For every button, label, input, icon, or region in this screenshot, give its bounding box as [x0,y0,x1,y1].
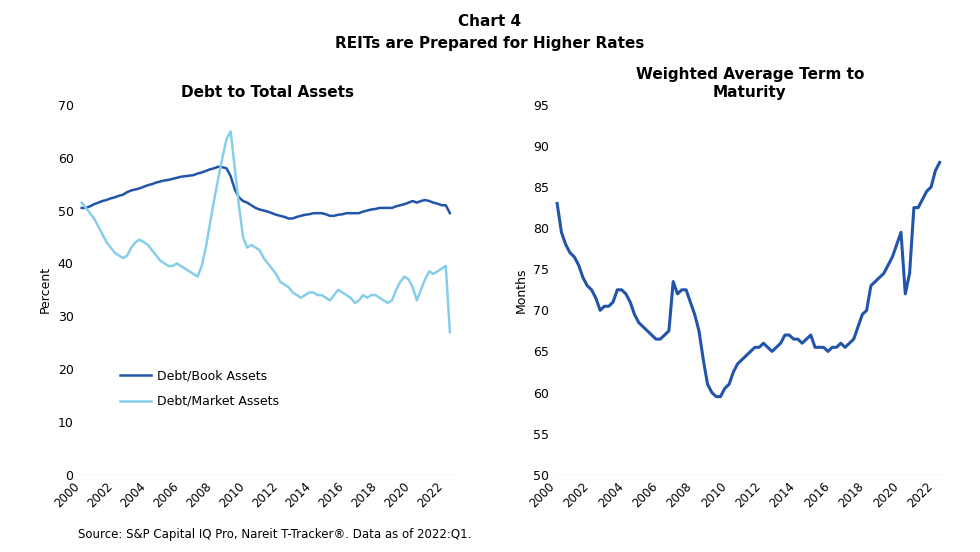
Debt/Book Assets [390,203,402,210]
Debt/Market Assets [75,199,87,206]
Text: Chart 4: Chart 4 [459,14,521,29]
Debt/Market Assets [386,297,398,304]
Debt/Book Assets [436,202,448,209]
Debt/Book Assets [341,210,353,216]
Debt/Market Assets [224,128,236,135]
Debt/Market Assets [336,289,348,296]
Title: Weighted Average Term to
Maturity: Weighted Average Term to Maturity [635,67,864,99]
Debt/Book Assets [444,210,456,216]
Debt/Market Assets [125,244,137,251]
Debt/Book Assets [187,172,199,178]
Debt/Book Assets [213,163,224,170]
Debt/Market Assets [394,279,406,285]
Y-axis label: Percent: Percent [39,266,52,314]
Debt/Book Assets [75,205,87,211]
Debt/Book Assets [399,201,411,208]
Line: Debt/Market Assets: Debt/Market Assets [81,131,450,332]
Text: Source: S&P Capital IQ Pro, Nareit T-Tracker®. Data as of 2022:Q1.: Source: S&P Capital IQ Pro, Nareit T-Tra… [78,528,471,541]
Legend: Debt/Book Assets, Debt/Market Assets: Debt/Book Assets, Debt/Market Assets [115,364,284,413]
Title: Debt to Total Assets: Debt to Total Assets [180,84,354,99]
Line: Debt/Book Assets: Debt/Book Assets [81,167,450,219]
Y-axis label: Months: Months [514,267,527,312]
Text: REITs are Prepared for Higher Rates: REITs are Prepared for Higher Rates [335,36,645,51]
Debt/Market Assets [444,329,456,336]
Debt/Book Assets [282,215,294,222]
Debt/Market Assets [431,268,443,274]
Debt/Book Assets [125,187,137,194]
Debt/Market Assets [187,270,199,277]
